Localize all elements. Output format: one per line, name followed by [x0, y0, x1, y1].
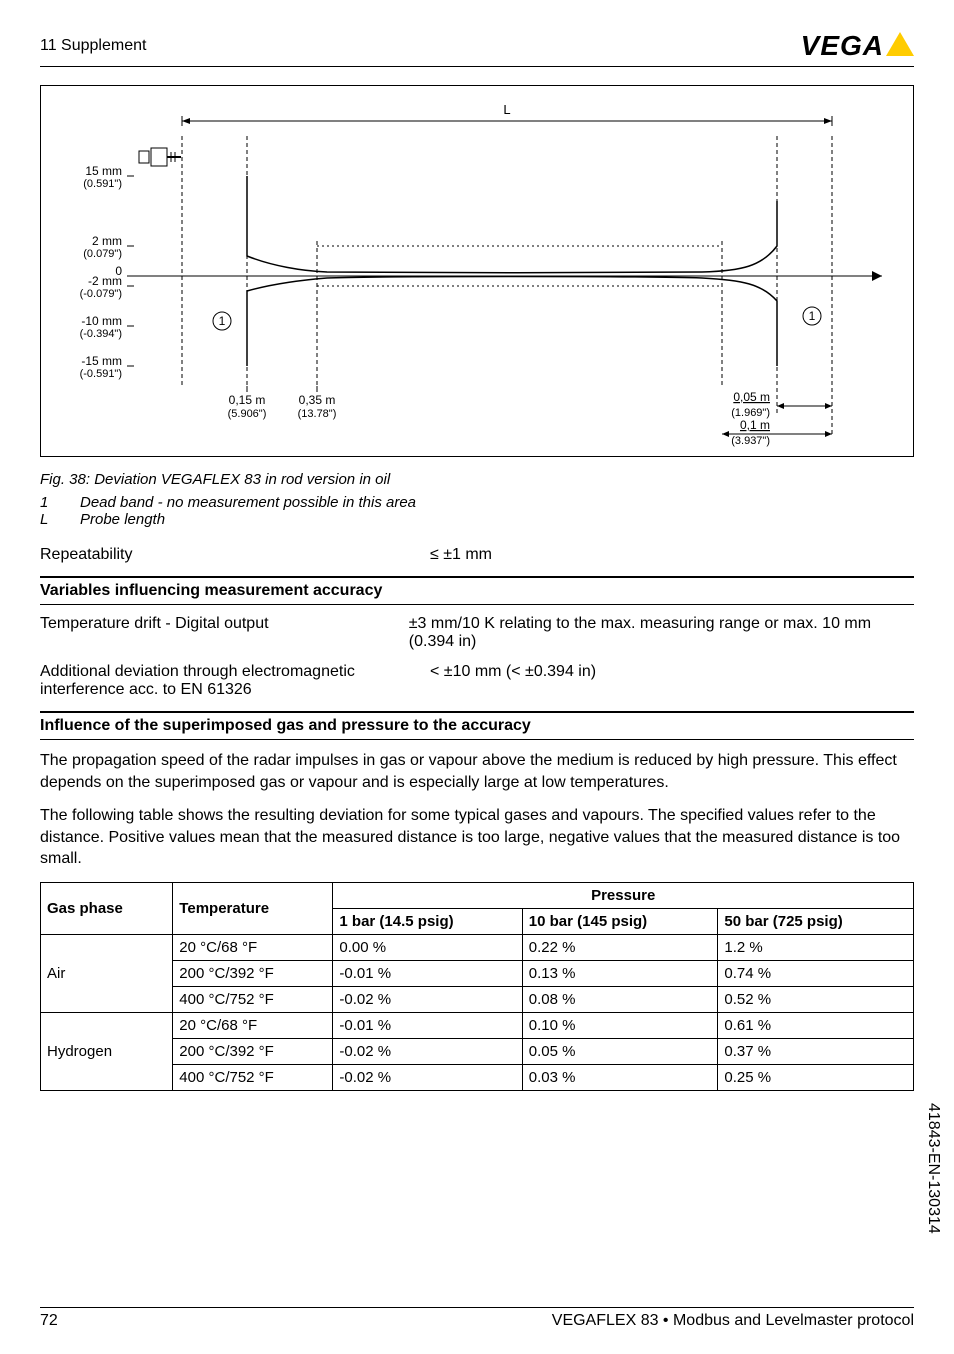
pressure-table: Gas phase Temperature Pressure 1 bar (14… — [40, 882, 914, 1091]
variables-row: Temperature drift - Digital output ±3 mm… — [40, 615, 914, 651]
cell-value: 1.2 % — [718, 934, 914, 960]
spec-label: Repeatability — [40, 546, 430, 564]
cell-value: -0.02 % — [333, 1038, 522, 1064]
variables-row: Additional deviation through electromagn… — [40, 663, 914, 699]
logo-triangle-icon — [886, 32, 914, 56]
section-heading-influence: Influence of the superimposed gas and pr… — [40, 711, 914, 740]
cell-value: -0.01 % — [333, 1012, 522, 1038]
figure-caption: Fig. 38: Deviation VEGAFLEX 83 in rod ve… — [40, 471, 914, 488]
logo-text: VEGA — [801, 30, 884, 62]
brand-logo: VEGA — [801, 30, 914, 62]
svg-text:-10 mm: -10 mm — [81, 314, 122, 328]
section-title: 11 Supplement — [40, 37, 146, 55]
spec-label: Temperature drift - Digital output — [40, 615, 409, 651]
cell-value: 0.08 % — [522, 986, 718, 1012]
cell-value: 0.37 % — [718, 1038, 914, 1064]
page-footer: 72 VEGAFLEX 83 • Modbus and Levelmaster … — [40, 1307, 914, 1330]
svg-text:15 mm: 15 mm — [85, 164, 122, 178]
repeatability-row: Repeatability ≤ ±1 mm — [40, 546, 914, 564]
svg-text:(0.079"): (0.079") — [83, 248, 122, 260]
cell-value: 0.22 % — [522, 934, 718, 960]
cell-temp: 200 °C/392 °F — [173, 960, 333, 986]
svg-text:(5.906"): (5.906") — [228, 408, 267, 420]
cell-temp: 20 °C/68 °F — [173, 1012, 333, 1038]
th-gas: Gas phase — [41, 882, 173, 934]
th-pressure: Pressure — [333, 882, 914, 908]
svg-text:(0.591"): (0.591") — [83, 178, 122, 190]
cell-value: 0.52 % — [718, 986, 914, 1012]
legend-text: Probe length — [80, 511, 165, 528]
cell-value: 0.10 % — [522, 1012, 718, 1038]
page-header: 11 Supplement VEGA — [40, 30, 914, 67]
cell-temp: 200 °C/392 °F — [173, 1038, 333, 1064]
spec-value: ≤ ±1 mm — [430, 546, 492, 564]
document-title: VEGAFLEX 83 • Modbus and Levelmaster pro… — [552, 1312, 914, 1330]
cell-gas: Air — [41, 934, 173, 1012]
svg-text:(-0.394"): (-0.394") — [80, 328, 122, 340]
table-row: Air20 °C/68 °F0.00 %0.22 %1.2 % — [41, 934, 914, 960]
cell-value: -0.02 % — [333, 986, 522, 1012]
cell-value: 0.61 % — [718, 1012, 914, 1038]
deviation-diagram: L15 mm(0.591")2 mm(0.079")0-2 mm(-0.079"… — [40, 85, 914, 457]
svg-text:0,05 m: 0,05 m — [733, 390, 770, 404]
page-number: 72 — [40, 1312, 58, 1330]
svg-text:1: 1 — [219, 314, 226, 328]
spec-value: ±3 mm/10 K relating to the max. measurin… — [409, 615, 914, 651]
table-row: Hydrogen20 °C/68 °F-0.01 %0.10 %0.61 % — [41, 1012, 914, 1038]
svg-text:1: 1 — [809, 309, 816, 323]
svg-text:(-0.079"): (-0.079") — [80, 288, 122, 300]
cell-value: 0.13 % — [522, 960, 718, 986]
cell-temp: 400 °C/752 °F — [173, 986, 333, 1012]
legend-key: L — [40, 511, 60, 528]
cell-value: -0.01 % — [333, 960, 522, 986]
legend-key: 1 — [40, 494, 60, 511]
svg-text:0,35 m: 0,35 m — [299, 393, 336, 407]
svg-text:0,15 m: 0,15 m — [229, 393, 266, 407]
cell-temp: 20 °C/68 °F — [173, 934, 333, 960]
influence-paragraph-2: The following table shows the resulting … — [40, 805, 914, 870]
cell-gas: Hydrogen — [41, 1012, 173, 1090]
spec-label: Additional deviation through electromagn… — [40, 663, 430, 699]
th-temp: Temperature — [173, 882, 333, 934]
th-p3: 50 bar (725 psig) — [718, 908, 914, 934]
cell-value: 0.25 % — [718, 1064, 914, 1090]
svg-text:L: L — [503, 102, 510, 117]
document-id-vertical: 41843-EN-130314 — [924, 1103, 942, 1234]
cell-value: 0.74 % — [718, 960, 914, 986]
svg-text:(-0.591"): (-0.591") — [80, 368, 122, 380]
influence-paragraph-1: The propagation speed of the radar impul… — [40, 750, 914, 793]
cell-value: 0.05 % — [522, 1038, 718, 1064]
cell-value: 0.03 % — [522, 1064, 718, 1090]
th-p2: 10 bar (145 psig) — [522, 908, 718, 934]
cell-value: -0.02 % — [333, 1064, 522, 1090]
cell-value: 0.00 % — [333, 934, 522, 960]
figure-legend: 1 Dead band - no measurement possible in… — [40, 494, 914, 528]
svg-text:(13.78"): (13.78") — [298, 408, 337, 420]
svg-text:2 mm: 2 mm — [92, 234, 122, 248]
section-heading-variables: Variables influencing measurement accura… — [40, 576, 914, 605]
th-p1: 1 bar (14.5 psig) — [333, 908, 522, 934]
svg-text:-15 mm: -15 mm — [81, 354, 122, 368]
svg-text:-2 mm: -2 mm — [88, 274, 122, 288]
cell-temp: 400 °C/752 °F — [173, 1064, 333, 1090]
svg-text:0,1 m: 0,1 m — [740, 418, 770, 432]
spec-value: < ±10 mm (< ±0.394 in) — [430, 663, 596, 699]
svg-text:(3.937"): (3.937") — [731, 435, 770, 447]
legend-text: Dead band - no measurement possible in t… — [80, 494, 416, 511]
